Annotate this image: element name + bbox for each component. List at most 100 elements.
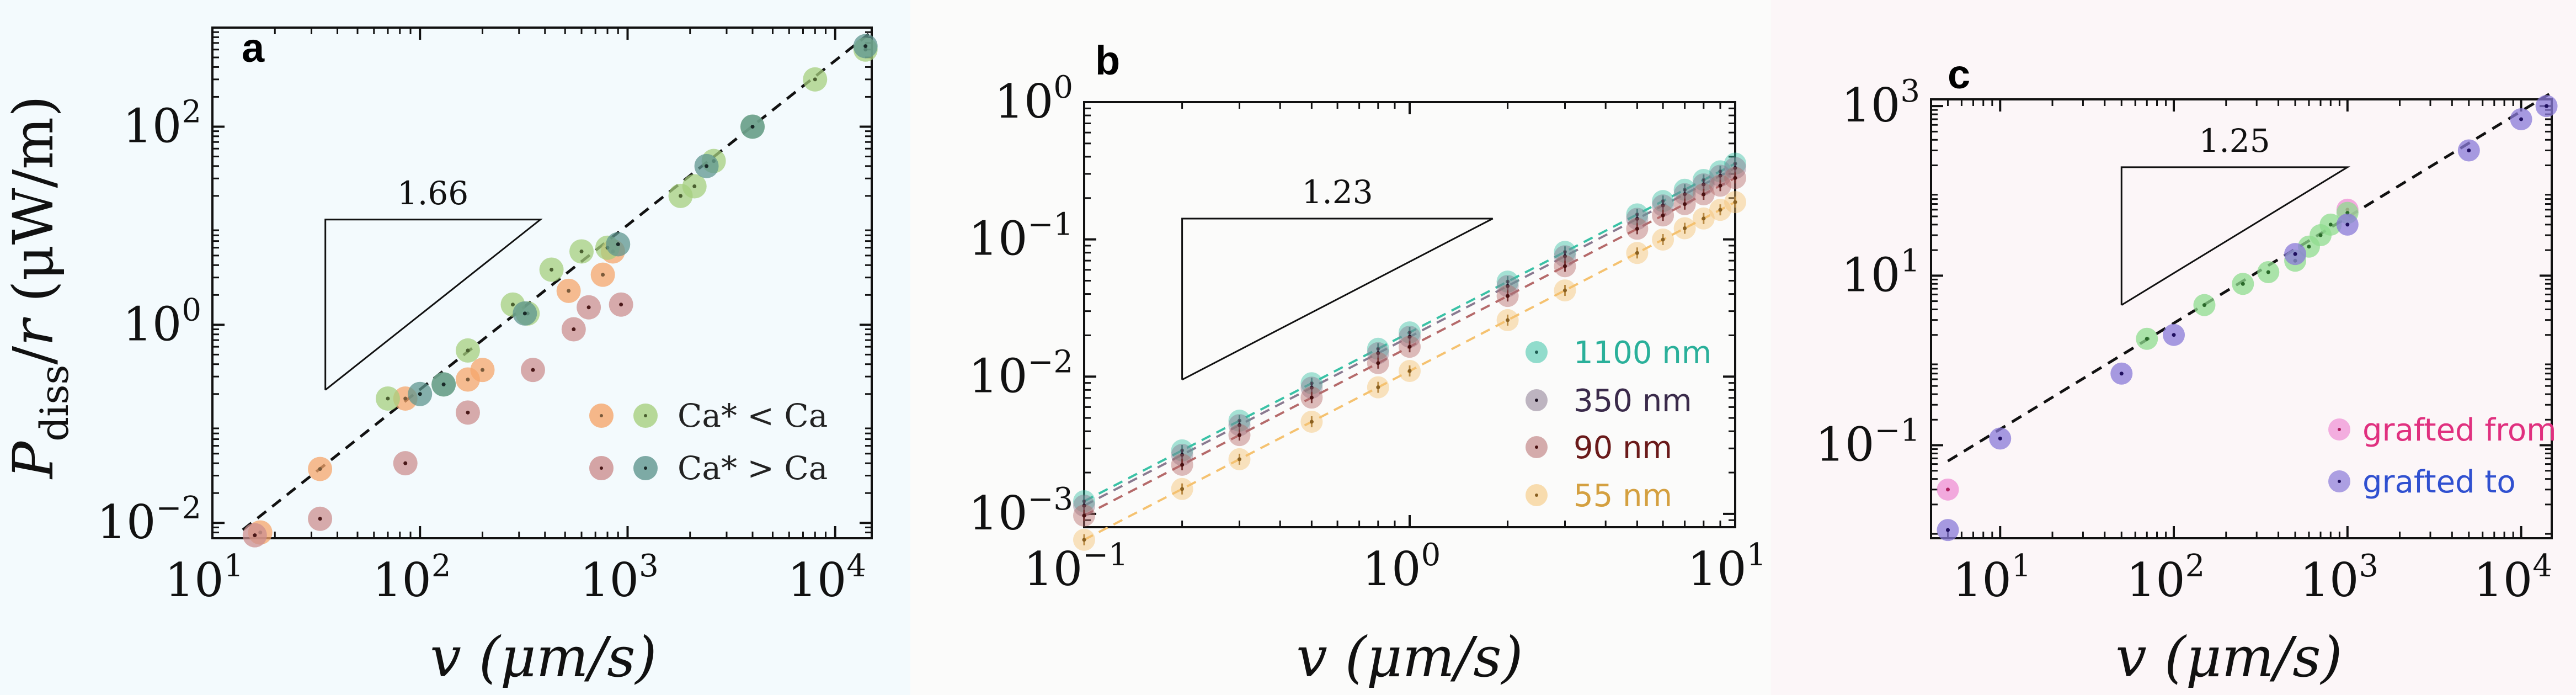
- panel-c-letter: c: [1948, 51, 1970, 97]
- b-xtick-base: 10: [1362, 542, 1421, 596]
- panel-c-point-center: [2519, 117, 2524, 121]
- a-ytick-label: 102: [122, 94, 201, 153]
- legend-b-1100-label: 1100 nm: [1574, 335, 1711, 371]
- panel-b-point-center: [1702, 192, 1706, 197]
- panel-a-points: [242, 34, 878, 548]
- b-xtick-label: 100: [1362, 537, 1441, 596]
- panel-b-point-center: [1718, 183, 1722, 188]
- panel-a-letter: a: [242, 25, 265, 71]
- panel-a-slope-label: 1.66: [397, 174, 468, 212]
- panel-b-point-center: [1702, 216, 1706, 221]
- b-xtick-base: 10: [1023, 542, 1082, 596]
- legend-b-55-dot: [1535, 494, 1538, 497]
- a-ytick-label: 100: [122, 292, 201, 351]
- a-xtick-label: 104: [787, 548, 866, 607]
- panel-b-legend: 1100 nm 350 nm 90 nm 55 nm: [1526, 335, 1711, 514]
- panel-a-point-center: [466, 378, 470, 382]
- b-ytick-base: 10: [994, 75, 1053, 129]
- legend-b-350-dot: [1535, 399, 1538, 402]
- panel-b-slope-label: 1.23: [1302, 173, 1373, 211]
- panel-b-points: [1073, 152, 1746, 551]
- b-ytick-exp: −1: [1027, 207, 1073, 243]
- panel-b-point-center: [1082, 538, 1086, 542]
- a-xtick-label: 102: [372, 548, 451, 607]
- b-ytick-exp: −2: [1027, 344, 1073, 380]
- ylabel-slash: /: [1, 346, 66, 365]
- panel-a-point-center: [616, 242, 620, 246]
- panel-a-x-axis-label: v (μm/s): [430, 625, 657, 689]
- c-ytick-label: 101: [1841, 243, 1920, 302]
- c-slope-triangle-shape: [2120, 166, 2351, 306]
- legend-b-1100-dot: [1535, 351, 1538, 354]
- c-xtick-label: 104: [2473, 548, 2552, 607]
- c-ytick-exp: −1: [1874, 413, 1920, 449]
- b-xtick-label: 10−1: [1023, 537, 1128, 596]
- panel-c-point-center: [2119, 372, 2124, 376]
- legend-c-grafted-to-dot: [2338, 480, 2341, 483]
- panel-a-fit-line-group: [242, 33, 870, 531]
- c-xtick-label: 103: [2300, 548, 2379, 607]
- panel-b-point-center: [1376, 385, 1380, 390]
- panel-a-point-center: [466, 410, 470, 415]
- a-xtick-base: 10: [165, 553, 224, 607]
- c-xtick-exp: 1: [2012, 548, 2031, 584]
- panel-a-point-center: [403, 461, 408, 465]
- panel-c-point-center: [2318, 233, 2323, 237]
- a-ytick-exp: 2: [182, 94, 201, 130]
- panel-a-point-center: [550, 267, 554, 272]
- panel-b-point-center: [1733, 200, 1737, 204]
- b-ytick-base: 10: [969, 486, 1028, 540]
- panel-b-point-center: [1082, 513, 1086, 518]
- panel-b-point-center: [1309, 420, 1314, 424]
- panel-b-point-center: [1309, 385, 1314, 390]
- panel-b-point-center: [1407, 335, 1412, 339]
- panel-b-point-center: [1180, 453, 1185, 457]
- panel-b-background: [910, 0, 1771, 695]
- panel-a-point-center: [863, 44, 868, 49]
- panel-b-point-center: [1563, 288, 1567, 293]
- panel-a-point-center: [692, 184, 697, 188]
- b-xtick-base: 10: [1688, 542, 1747, 596]
- a-ytick-label: 10−2: [97, 490, 201, 549]
- panel-b-point-center: [1506, 318, 1510, 322]
- panel-c-point-center: [2202, 303, 2206, 307]
- panel-a-point-center: [318, 467, 322, 471]
- panel-b-letter: b: [1095, 38, 1120, 83]
- panel-b-point-center: [1238, 433, 1242, 437]
- panel-b-point-center: [1683, 202, 1687, 206]
- panel-b-point-center: [1238, 457, 1242, 461]
- panel-c-point-center: [1998, 436, 2002, 441]
- c-ytick-base: 10: [1841, 248, 1900, 302]
- b-xtick-exp: 0: [1421, 537, 1441, 573]
- panel-b-point-center: [1733, 166, 1737, 170]
- panel-b-point-center: [1563, 254, 1567, 258]
- panel-a-legend: Ca* < Ca Ca* > Ca: [589, 397, 828, 487]
- panel-a-fit-line: [242, 33, 870, 531]
- c-xtick-base: 10: [2473, 553, 2532, 607]
- panel-c-point-center: [2307, 245, 2311, 249]
- panel-c-point-center: [2172, 333, 2176, 337]
- b-ytick-label: 10−1: [969, 207, 1073, 266]
- c-ytick-label: 103: [1841, 73, 1920, 132]
- panel-b-point-center: [1733, 176, 1737, 180]
- panel-b-point-center: [1718, 173, 1722, 178]
- ylabel-p: P: [1, 441, 66, 480]
- panel-a-point-center: [813, 77, 817, 82]
- ylabel-r: r: [1, 317, 66, 346]
- panel-a-point-center: [253, 533, 257, 538]
- panel-a-point-center: [418, 392, 422, 396]
- panel-a-point-center: [386, 396, 390, 401]
- panel-c-point-center: [2545, 104, 2549, 108]
- panel-b-x-axis-label: v (μm/s): [1296, 625, 1523, 689]
- c-xtick-base: 10: [2126, 553, 2185, 607]
- panel-a-point-center: [601, 273, 605, 277]
- panel-a-point-center: [750, 124, 755, 129]
- panel-b-point-center: [1563, 264, 1567, 268]
- panel-b-point-center: [1683, 192, 1687, 197]
- panel-a-point-center: [586, 305, 591, 310]
- legend-c-grafted-from-dot: [2338, 428, 2341, 431]
- panel-b-point-center: [1309, 395, 1314, 400]
- legend-a-teal-dot: [644, 466, 647, 470]
